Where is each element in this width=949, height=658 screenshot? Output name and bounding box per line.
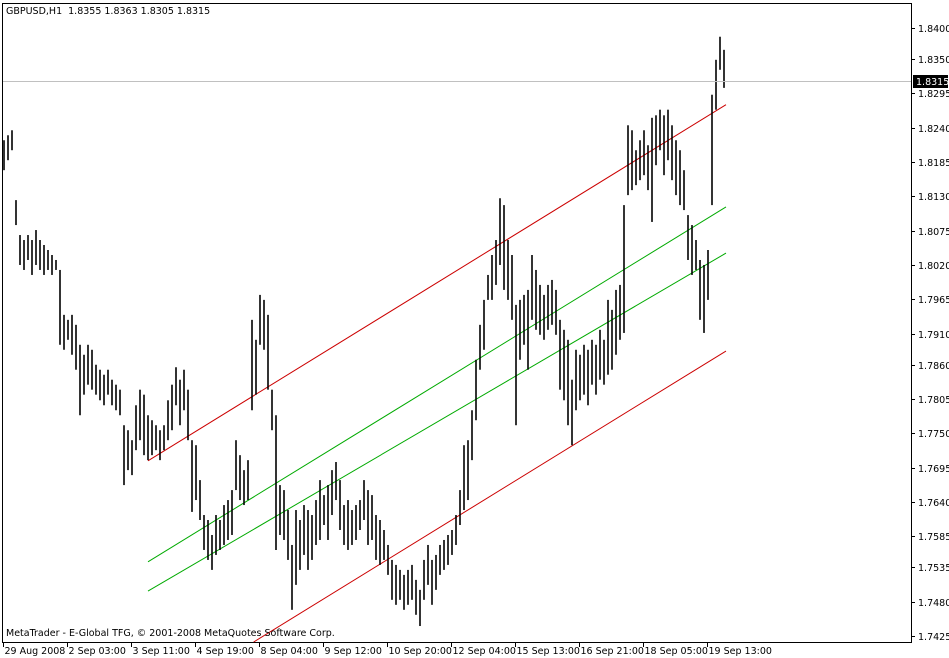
time-tick-label: 16 Sep 21:00 <box>581 646 644 657</box>
price-tick-label: 1.7750 <box>918 429 949 440</box>
price-tick-label: 1.8020 <box>918 261 949 272</box>
time-tick-label: 15 Sep 13:00 <box>517 646 580 657</box>
time-tick-label: 3 Sep 11:00 <box>133 646 190 657</box>
price-tick-label: 1.7965 <box>918 295 949 306</box>
plot-frame <box>2 3 912 643</box>
price-tick-label: 1.8295 <box>918 89 949 100</box>
price-tick-label: 1.8240 <box>918 124 949 135</box>
symbol-label: GBPUSD,H1 <box>6 6 62 17</box>
price-tick-label: 1.7535 <box>918 563 949 574</box>
price-tick-label: 1.8400 <box>918 24 949 35</box>
price-tick-label: 1.8075 <box>918 227 949 238</box>
price-tick-label: 1.8130 <box>918 192 949 203</box>
channel-line-inner <box>147 252 727 592</box>
time-tick-label: 10 Sep 20:00 <box>389 646 452 657</box>
time-axis: 29 Aug 2008 2 Sep 03:00 3 Sep 11:00 4 Sep 1… <box>3 642 772 657</box>
ohlc-values: 1.8355 1.8363 1.8305 1.8315 <box>68 6 210 17</box>
copyright-text: MetaTrader - E-Global TFG, © 2001-2008 M… <box>6 628 335 639</box>
chart-header: GBPUSD,H1 1.8355 1.8363 1.8305 1.8315 <box>6 6 210 17</box>
price-tick-label: 1.8350 <box>918 55 949 66</box>
price-tick-label: 1.7695 <box>918 464 949 475</box>
price-tick-label: 1.7640 <box>918 498 949 509</box>
price-tick-label: 1.7425 <box>918 632 949 643</box>
price-tick-label: 1.7860 <box>918 361 949 372</box>
price-tick-label: 1.7805 <box>918 395 949 406</box>
time-tick-label: 12 Sep 04:00 <box>453 646 516 657</box>
price-axis: 1.8400 1.8350 1.8295 1.8240 1.8185 1.8130 1.80… <box>911 24 949 643</box>
price-tick-label: 1.7480 <box>918 598 949 609</box>
time-tick-label: 19 Sep 13:00 <box>709 646 772 657</box>
time-tick-label: 8 Sep 04:00 <box>261 646 318 657</box>
price-tick-label: 1.8185 <box>918 158 949 169</box>
current-price-label: 1.8315 <box>916 77 949 88</box>
time-tick-label: 9 Sep 12:00 <box>325 646 382 657</box>
time-tick-label: 2 Sep 03:00 <box>69 646 126 657</box>
current-price-badge <box>913 75 948 88</box>
time-tick-label: 4 Sep 19:00 <box>197 646 254 657</box>
price-bars <box>3 36 725 627</box>
channel-line-outer <box>253 350 727 643</box>
channel-line-outer <box>147 104 727 462</box>
time-tick-label: 18 Sep 05:00 <box>645 646 708 657</box>
price-tick-label: 1.7910 <box>918 330 949 341</box>
time-tick-label: 29 Aug 2008 <box>5 646 66 657</box>
price-tick-label: 1.7585 <box>918 532 949 543</box>
